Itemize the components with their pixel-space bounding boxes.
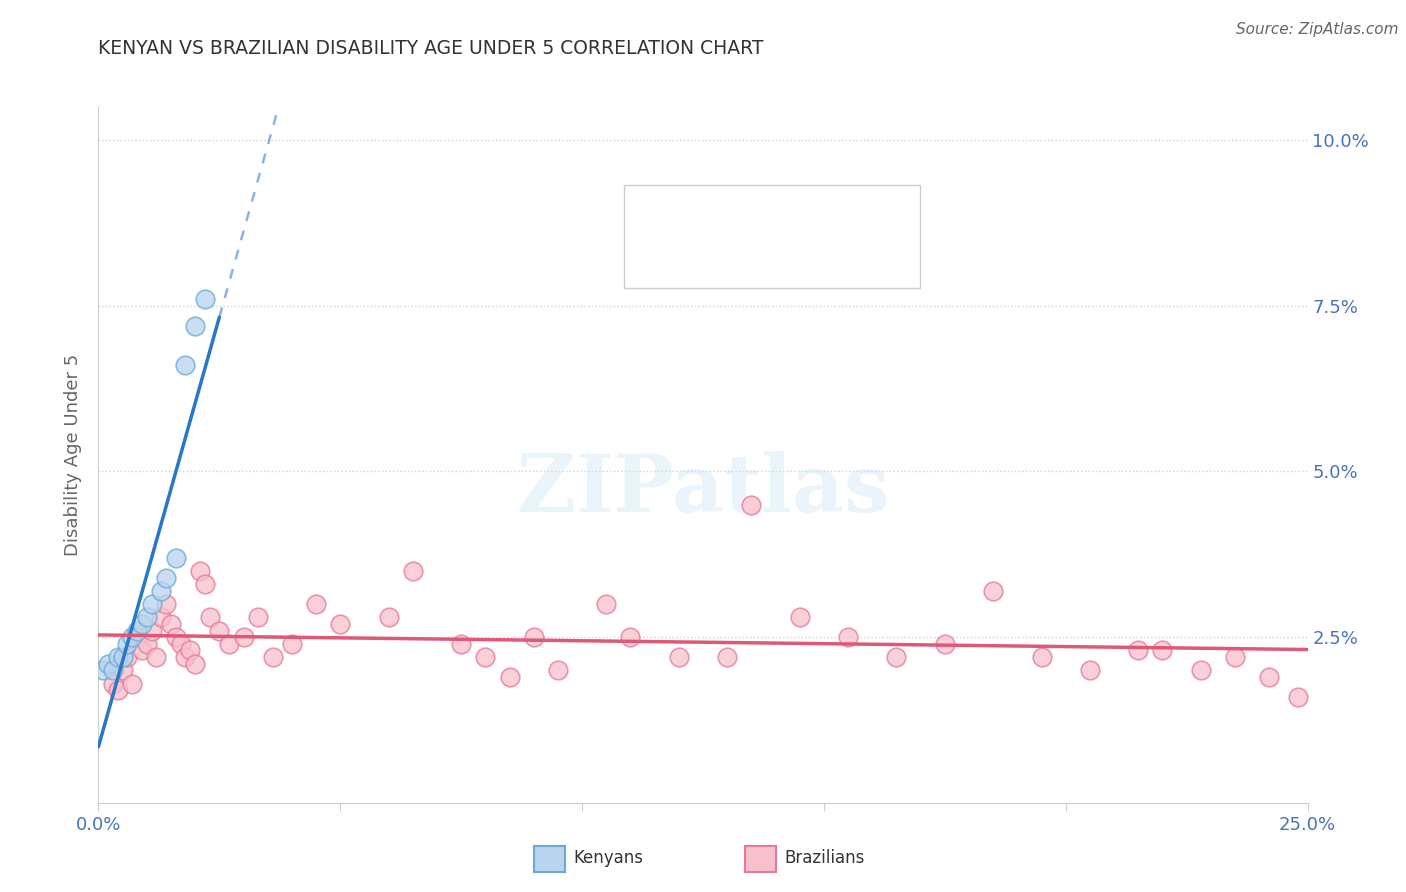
Point [135, 637, 157, 651]
Point [179, 643, 201, 657]
Point [101, 663, 124, 677]
Point [194, 577, 217, 591]
Point [1128, 643, 1150, 657]
Point [377, 610, 399, 624]
Text: Kenyans: Kenyans [574, 849, 644, 867]
Point [117, 650, 139, 665]
Point [208, 624, 231, 638]
Point [1078, 663, 1101, 677]
Point [117, 637, 139, 651]
Point [111, 663, 134, 677]
Text: ZIPatlas: ZIPatlas [517, 450, 889, 529]
Point [1152, 643, 1174, 657]
Point [305, 597, 328, 611]
Point [174, 650, 197, 665]
Point [155, 570, 177, 584]
Point [837, 630, 859, 644]
Point [281, 637, 304, 651]
Point [184, 657, 207, 671]
Point [145, 650, 167, 665]
Point [165, 630, 187, 644]
Point [165, 550, 187, 565]
Y-axis label: Disability Age Under 5: Disability Age Under 5 [65, 354, 83, 556]
Point [121, 676, 143, 690]
Point [450, 637, 472, 651]
Point [131, 643, 153, 657]
Text: N =: N = [783, 255, 823, 273]
Point [1286, 690, 1309, 704]
Point [886, 650, 908, 665]
Point [141, 624, 163, 638]
Point [740, 498, 762, 512]
Text: 0.603: 0.603 [720, 200, 769, 218]
Point [184, 318, 207, 333]
Text: R =: R = [678, 200, 716, 218]
Text: R =: R = [678, 255, 716, 273]
Point [595, 597, 617, 611]
Text: N =: N = [783, 200, 823, 218]
Point [127, 624, 149, 638]
Point [135, 610, 157, 624]
Point [247, 610, 270, 624]
Point [97, 657, 120, 671]
Point [402, 564, 425, 578]
Point [194, 292, 217, 306]
Point [121, 630, 143, 644]
Point [131, 616, 153, 631]
Point [523, 630, 546, 644]
Point [981, 583, 1004, 598]
Point [101, 676, 124, 690]
Text: Brazilians: Brazilians [785, 849, 865, 867]
Point [188, 564, 211, 578]
Point [1257, 670, 1279, 684]
Point [232, 630, 254, 644]
Point [262, 650, 284, 665]
Text: KENYAN VS BRAZILIAN DISABILITY AGE UNDER 5 CORRELATION CHART: KENYAN VS BRAZILIAN DISABILITY AGE UNDER… [98, 39, 763, 58]
Point [150, 583, 173, 598]
Point [150, 610, 173, 624]
Point [547, 663, 569, 677]
Point [218, 637, 240, 651]
Text: Source: ZipAtlas.com: Source: ZipAtlas.com [1236, 22, 1399, 37]
Point [619, 630, 641, 644]
Point [160, 616, 183, 631]
Point [169, 637, 191, 651]
Point [668, 650, 690, 665]
Point [1189, 663, 1212, 677]
Text: -0.056: -0.056 [720, 255, 776, 273]
Text: 17: 17 [825, 200, 848, 218]
Point [127, 630, 149, 644]
Point [329, 616, 352, 631]
Point [141, 597, 163, 611]
Point [107, 650, 129, 665]
Point [789, 610, 811, 624]
Point [174, 359, 197, 373]
Point [474, 650, 496, 665]
Point [498, 670, 520, 684]
Point [934, 637, 956, 651]
Point [716, 650, 738, 665]
Point [107, 683, 129, 698]
Point [1031, 650, 1053, 665]
Point [1223, 650, 1246, 665]
Point [155, 597, 177, 611]
Point [91, 663, 114, 677]
Text: 54: 54 [825, 255, 848, 273]
Point [111, 650, 134, 665]
Point [198, 610, 221, 624]
